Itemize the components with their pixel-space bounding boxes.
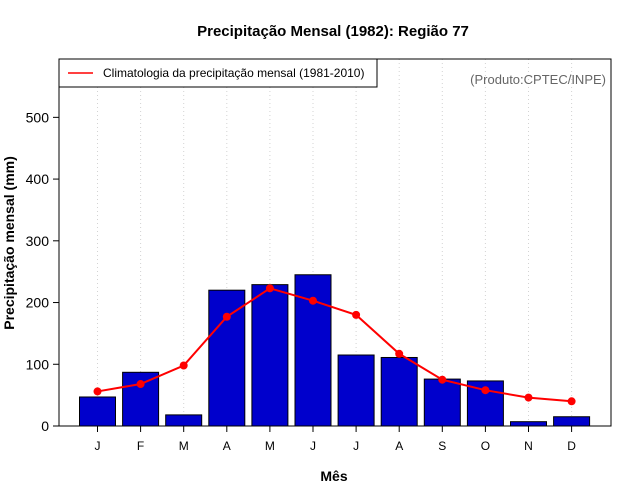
x-tick-label: J [310,439,316,453]
climatology-point [222,312,231,321]
y-tick-label: 200 [26,295,50,311]
climatology-point [524,393,533,402]
climatology-point [179,361,188,370]
bar [79,396,116,427]
climatology-line [97,287,572,403]
x-tick-label: J [95,439,101,453]
x-tick-label: A [223,439,231,453]
climatology-point [309,296,317,305]
climatology-point [265,284,274,293]
legend-label: Climatologia da precipitação mensal (198… [103,66,364,80]
y-tick-label: 300 [26,233,50,249]
x-tick-label: A [395,439,403,453]
y-axis-label: Precipitação mensal (mm) [1,156,17,330]
climatology-point [93,387,102,396]
climatology-point [136,380,145,389]
climatology-series [93,284,576,406]
x-tick-label: D [567,439,576,453]
x-tick-label: N [524,439,533,453]
bar [553,416,591,427]
x-axis-label: Mês [320,468,347,484]
x-tick-label: J [353,439,359,453]
x-tick-label: M [179,439,189,453]
y-tick-label: 100 [26,356,50,372]
bar [380,356,418,427]
x-tick-label: O [481,439,490,453]
source-note: (Produto:CPTEC/INPE) [470,72,606,87]
x-tick-label: S [438,439,446,453]
legend: Climatologia da precipitação mensal (198… [58,58,378,88]
bar [251,284,289,427]
x-tick-label: F [137,439,144,453]
climatology-point [567,397,576,406]
climatology-point [395,349,404,358]
y-tick-label: 500 [26,109,50,125]
y-axis: 0 100 200 300 400 500 [26,109,59,434]
y-tick-label: 0 [41,418,49,434]
plot-frame [58,58,612,427]
bar [423,378,461,427]
bar [165,414,203,427]
bar [208,289,246,427]
bar-series [79,274,591,427]
bar [337,354,375,427]
x-tick-label: M [265,439,275,453]
climatology-point [352,310,361,319]
y-tick-label: 400 [26,171,50,187]
bar [510,421,547,427]
climatology-point [438,375,447,384]
chart-title: Precipitação Mensal (1982): Região 77 [197,23,469,40]
legend-box [58,58,378,88]
climatology-point [481,386,490,395]
